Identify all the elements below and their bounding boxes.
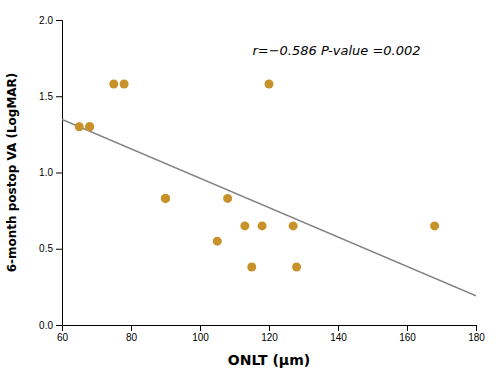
point (75, 122, 84, 131)
point (247, 263, 256, 272)
y-tick-mark (56, 96, 62, 97)
x-tick-label: 120 (261, 332, 278, 343)
x-tick: 80 (126, 325, 138, 343)
y-axis-title: 6-month postop VA (LogMAR) (5, 73, 19, 273)
point (265, 80, 274, 89)
y-tick-label: 2.0 (39, 15, 53, 26)
y-tick-label: 1.0 (39, 167, 53, 178)
y-tick: 0.5 (39, 243, 62, 254)
chart: 60 80 100 120 140 160 180 0.0 0.5 1.0 1.5 2.0 r=−0.5… (0, 0, 500, 377)
x-tick: 180 (468, 325, 485, 343)
point (289, 221, 298, 230)
y-tick-label: 1.5 (39, 91, 53, 102)
x-tick-label: 80 (126, 332, 138, 343)
point (85, 122, 94, 131)
y-tick-mark (56, 325, 62, 326)
x-tick-mark (407, 325, 408, 331)
point (430, 221, 439, 230)
y-tick: 0.0 (39, 320, 62, 331)
x-axis-title: ONLT (μm) (228, 352, 310, 368)
point (85, 122, 94, 131)
regression-line (62, 120, 476, 296)
y-tick-label: 0.5 (39, 243, 53, 254)
point (120, 80, 129, 89)
y-tick: 1.5 (39, 91, 62, 102)
x-tick-label: 180 (468, 332, 485, 343)
plot: 60 80 100 120 140 160 180 0.0 0.5 1.0 1.5 2.0 r=−0.5… (39, 15, 485, 343)
point (213, 237, 222, 246)
point (109, 80, 118, 89)
x-tick-label: 100 (192, 332, 209, 343)
x-tick-mark (476, 325, 477, 331)
point (161, 194, 170, 203)
y-tick: 2.0 (39, 15, 62, 26)
y-tick: 1.0 (39, 167, 62, 178)
marks (62, 80, 476, 296)
y-tick-mark (56, 20, 62, 21)
point (223, 194, 232, 203)
x-tick: 160 (399, 325, 416, 343)
annotation: r=−0.586 P-value =0.002 (252, 43, 420, 58)
y-axis-line (56, 21, 63, 326)
x-tick-mark (200, 325, 201, 331)
y-axis: 0.0 0.5 1.0 1.5 2.0 (39, 15, 62, 331)
x-axis: 60 80 100 120 140 160 180 (57, 325, 485, 343)
point (258, 221, 267, 230)
x-axis-line (63, 326, 477, 332)
x-tick: 120 (261, 325, 278, 343)
x-tick: 60 (57, 325, 69, 343)
x-tick-label: 140 (330, 332, 347, 343)
point (161, 194, 170, 203)
x-tick: 100 (192, 325, 209, 343)
x-tick: 140 (330, 325, 347, 343)
x-tick-label: 60 (57, 332, 69, 343)
y-tick-mark (56, 249, 62, 250)
point (292, 263, 301, 272)
points (75, 80, 439, 272)
y-tick-mark (56, 173, 62, 174)
x-tick-mark (269, 325, 270, 331)
point (240, 221, 249, 230)
x-tick-label: 160 (399, 332, 416, 343)
x-tick-mark (338, 325, 339, 331)
y-tick-label: 0.0 (39, 320, 53, 331)
x-tick-mark (131, 325, 132, 331)
